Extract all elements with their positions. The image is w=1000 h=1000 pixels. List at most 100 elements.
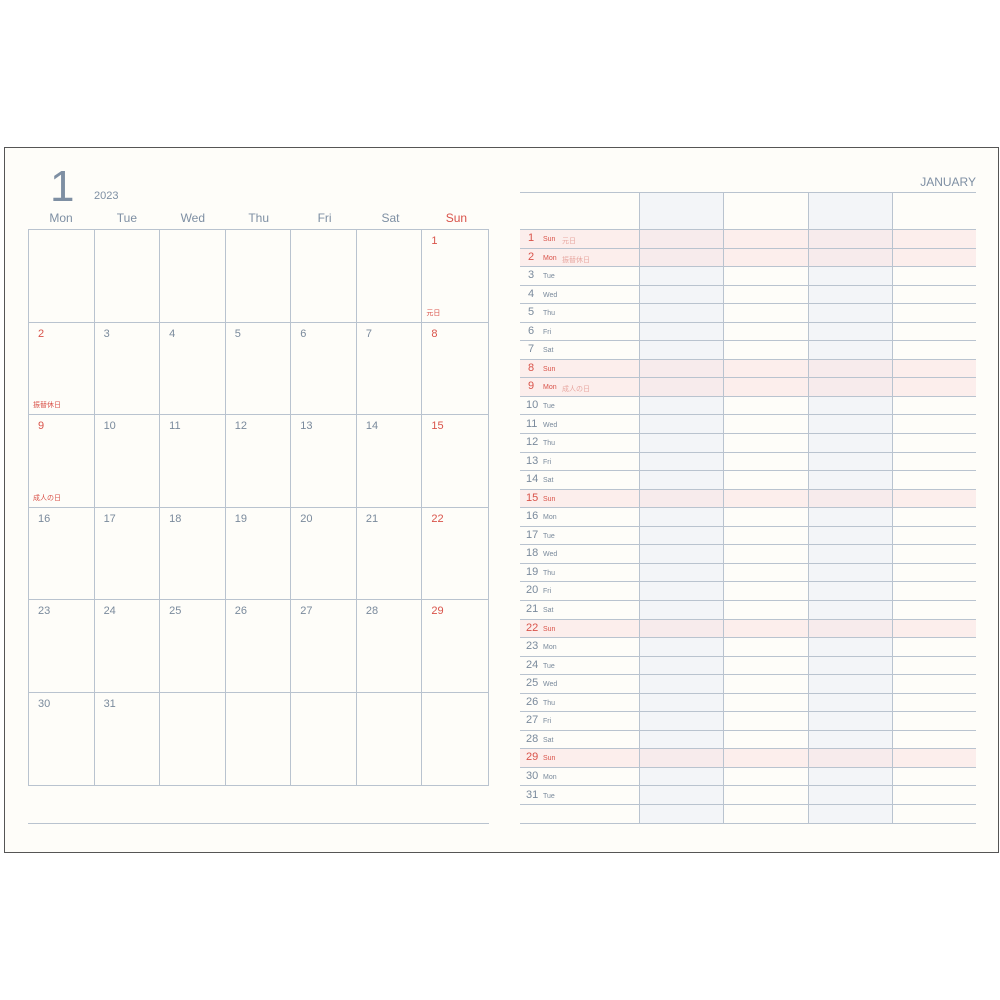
day-cell[interactable] [291,230,357,323]
day-cell[interactable]: 7 [356,322,423,415]
day-row[interactable]: 11 Wed [520,416,976,434]
day-row[interactable]: 26 Thu [520,694,976,713]
day-row[interactable]: 16 Mon [520,508,976,527]
day-cell[interactable]: 3 [94,322,161,415]
day-cell[interactable]: 17 [94,507,161,600]
day-number: 9 [38,420,45,432]
weekday-thu: Thu [248,211,270,225]
day-row[interactable]: 23 Mon [520,638,976,657]
day-cell[interactable]: 2 振替休日 [29,322,95,415]
day-row[interactable]: 22 Sun [520,619,976,639]
day-cell[interactable]: 19 [225,507,292,600]
weekday: Fri [543,458,552,466]
day-row[interactable]: 3 Tue [520,267,976,286]
day-row[interactable]: 19 Thu [520,564,976,583]
day-row[interactable]: 1 Sun 元日 [520,230,976,249]
day-cell[interactable]: 4 [160,322,226,415]
day-cell[interactable]: 20 [291,507,357,600]
weekday: Tue [543,662,555,670]
weekday: Thu [543,310,556,318]
day-row[interactable]: 4 Wed [520,286,976,305]
day-row[interactable]: 17 Tue [520,527,976,546]
day-row[interactable]: 24 Tue [520,657,976,676]
day-number: 4 [527,287,535,300]
day-cell[interactable]: 8 [422,323,488,415]
weekday: Thu [543,440,556,448]
day-cell[interactable] [160,692,226,785]
day-cell[interactable] [291,692,357,785]
weekday-fri: Fri [317,211,332,225]
day-number: 22 [431,512,444,525]
day-cell[interactable]: 6 [291,322,357,415]
day-cell[interactable]: 26 [225,600,292,693]
day-cell[interactable]: 29 [422,600,488,693]
day-number: 14 [365,420,379,432]
day-cell[interactable] [226,692,292,785]
day-cell[interactable]: 21 [356,507,423,600]
day-cell[interactable] [225,230,292,323]
day-row[interactable]: 10 Tue [520,397,976,416]
day-number: 9 [527,380,535,393]
day-cell[interactable] [29,230,95,323]
day-number: 25 [526,677,539,690]
weekday: Sun [543,365,556,373]
day-cell[interactable]: 12 [225,415,292,508]
weekday: Fri [543,328,552,336]
day-row[interactable]: 28 Sat [520,731,976,750]
day-row[interactable]: 2 Mon 振替休日 [520,248,976,268]
day-cell[interactable]: 31 [95,692,161,785]
weekday: Sun [543,755,556,763]
day-row[interactable]: 29 Sun [520,749,976,768]
day-number: 10 [103,420,116,432]
day-row[interactable]: 14 Sat [520,471,976,490]
month-number: 1 [50,162,75,211]
day-row[interactable]: 8 Sun [520,359,976,379]
day-cell[interactable] [160,230,226,323]
day-number: 6 [527,324,535,337]
day-row[interactable]: 21 Sat [520,601,976,620]
day-cell[interactable] [422,693,488,786]
day-row[interactable]: 31 Tue [520,787,976,805]
day-number: 7 [365,327,372,340]
day-cell[interactable]: 28 [356,600,423,693]
day-cell[interactable]: 14 [356,415,423,508]
day-number: 29 [431,605,444,617]
day-cell[interactable]: 5 [225,322,292,415]
weekday: Tue [543,402,555,410]
day-cell[interactable]: 15 [422,415,488,508]
day-cell[interactable]: 13 [291,415,357,508]
day-row[interactable]: 7 Sat [520,341,976,360]
weekday: Wed [543,681,558,689]
day-cell[interactable]: 22 [422,508,488,600]
day-cell[interactable] [94,230,161,323]
weekday-sat: Sat [381,211,400,225]
day-cell[interactable]: 16 [29,507,95,600]
day-cell[interactable]: 30 [29,692,95,785]
day-row[interactable]: 30 Mon [520,768,976,787]
day-cell[interactable]: 11 [160,415,226,508]
day-cell[interactable] [356,230,423,323]
day-row[interactable]: 27 Fri [520,712,976,731]
day-row[interactable]: 13 Fri [520,453,976,472]
day-row[interactable]: 5 Thu [520,304,976,323]
day-cell[interactable]: 23 [29,600,95,693]
day-row[interactable]: 12 Thu [520,434,976,453]
day-cell[interactable]: 27 [291,600,357,693]
day-number: 21 [526,603,539,615]
day-row[interactable]: 15 Sun [520,489,976,509]
day-row[interactable]: 25 Wed [520,675,976,694]
day-number: 19 [526,565,539,578]
day-cell[interactable]: 25 [160,600,226,693]
day-cell[interactable] [357,692,423,785]
weekday: Sat [543,736,554,744]
day-row[interactable]: 9 Mon 成人の日 [520,378,976,397]
day-cell[interactable]: 18 [160,507,226,600]
day-cell[interactable]: 24 [94,600,161,693]
day-cell[interactable]: 10 [94,415,161,508]
day-cell[interactable]: 1 元日 [422,230,488,323]
day-row[interactable]: 18 Wed [520,545,976,564]
day-row[interactable]: 20 Fri [520,582,976,601]
day-cell[interactable]: 9 成人の日 [29,415,95,508]
day-row[interactable]: 6 Fri [520,323,976,342]
holiday-label: 成人の日 [562,386,590,394]
